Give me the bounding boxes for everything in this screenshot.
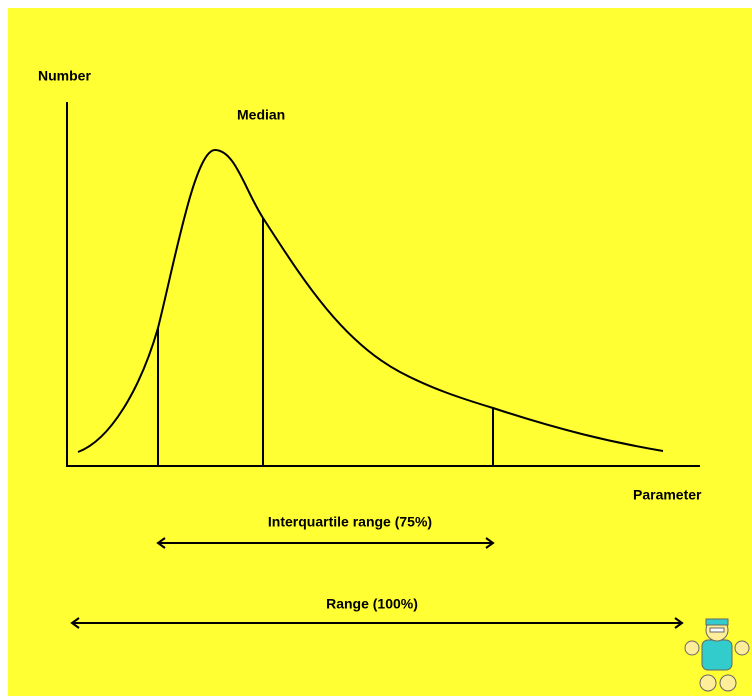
range-label: Range (100%)	[326, 596, 418, 612]
background	[8, 8, 752, 696]
y-axis-label: Number	[38, 68, 91, 84]
x-axis-label: Parameter	[633, 487, 702, 503]
page: {"axes": {"y_label": "Number", "x_label"…	[0, 0, 752, 696]
iqr-label: Interquartile range (75%)	[268, 514, 432, 530]
median-label: Median	[237, 107, 285, 123]
diagram: Number Parameter Median Interquartile ra…	[0, 0, 752, 696]
